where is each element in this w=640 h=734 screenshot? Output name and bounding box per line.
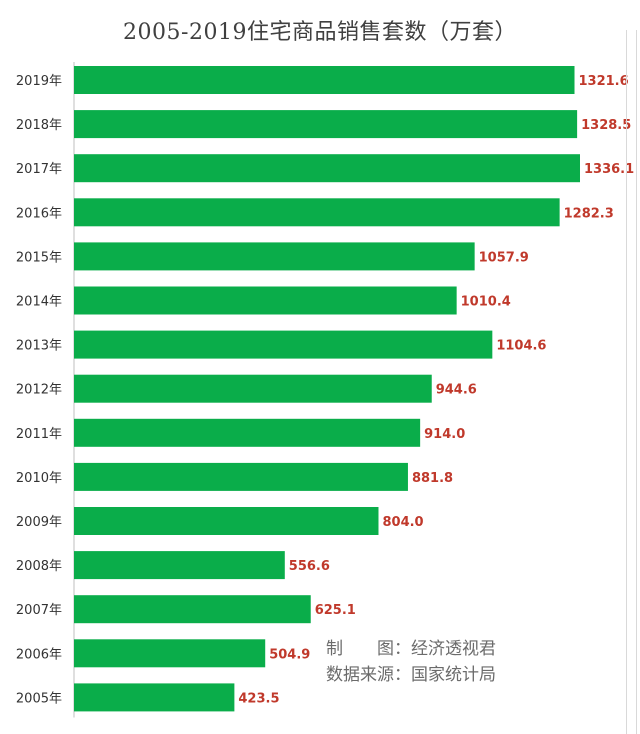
data-label: 804.0 — [382, 515, 423, 530]
category-label: 2019年 — [16, 74, 62, 89]
category-label: 2016年 — [16, 206, 62, 221]
data-label: 1282.3 — [564, 206, 614, 221]
chart-title: 2005-2019住宅商品销售套数（万套） — [123, 20, 517, 45]
bar-2017年 — [74, 154, 580, 183]
source-value: 国家统计局 — [411, 665, 496, 685]
bar-2009年 — [74, 507, 379, 535]
bar-2018年 — [74, 110, 578, 139]
category-label: 2011年 — [16, 427, 62, 442]
right-border-line — [626, 30, 627, 734]
data-label: 1104.6 — [496, 339, 546, 354]
data-label: 1057.9 — [479, 250, 529, 265]
bar-2010年 — [74, 462, 408, 491]
source-credit: 数据来源：国家统计局 — [326, 662, 496, 688]
data-label: 1328.5 — [581, 118, 631, 133]
right-border-line-outer — [636, 30, 637, 734]
bar-2006年 — [74, 639, 266, 668]
maker-key: 制 图： — [326, 639, 411, 659]
data-label: 625.1 — [315, 603, 356, 618]
category-label: 2007年 — [16, 603, 62, 618]
bar-2005年 — [74, 683, 235, 712]
bar-2012年 — [74, 374, 432, 403]
bar-2011年 — [74, 418, 421, 447]
bar-2008年 — [74, 551, 285, 580]
category-label: 2005年 — [16, 691, 62, 706]
category-label: 2015年 — [16, 250, 62, 265]
data-label: 504.9 — [269, 647, 310, 662]
source-key: 数据来源： — [326, 665, 411, 685]
maker-credit: 制 图：经济透视君 — [326, 636, 496, 662]
credits: 制 图：经济透视君 数据来源：国家统计局 — [326, 636, 496, 688]
data-label: 944.6 — [436, 383, 477, 398]
bar-2007年 — [74, 595, 311, 624]
category-label: 2006年 — [16, 647, 62, 662]
bar-2014年 — [74, 286, 457, 315]
data-label: 1336.1 — [584, 162, 634, 177]
data-label: 1010.4 — [461, 295, 511, 310]
category-label: 2010年 — [16, 471, 62, 486]
maker-value: 经济透视君 — [411, 639, 496, 659]
category-label: 2008年 — [16, 559, 62, 574]
bar-2015年 — [74, 242, 475, 271]
category-label: 2018年 — [16, 118, 62, 133]
data-label: 881.8 — [412, 471, 453, 486]
data-label: 914.0 — [424, 427, 465, 442]
bar-2019年 — [74, 66, 575, 94]
category-label: 2014年 — [16, 295, 62, 310]
data-label: 556.6 — [289, 559, 330, 574]
data-label: 1321.6 — [579, 74, 629, 89]
category-label: 2013年 — [16, 339, 62, 354]
category-label: 2012年 — [16, 383, 62, 398]
bar-2013年 — [74, 330, 493, 359]
data-label: 423.5 — [238, 691, 279, 706]
category-label: 2009年 — [16, 515, 62, 530]
category-label: 2017年 — [16, 162, 62, 177]
bar-2016年 — [74, 198, 560, 227]
